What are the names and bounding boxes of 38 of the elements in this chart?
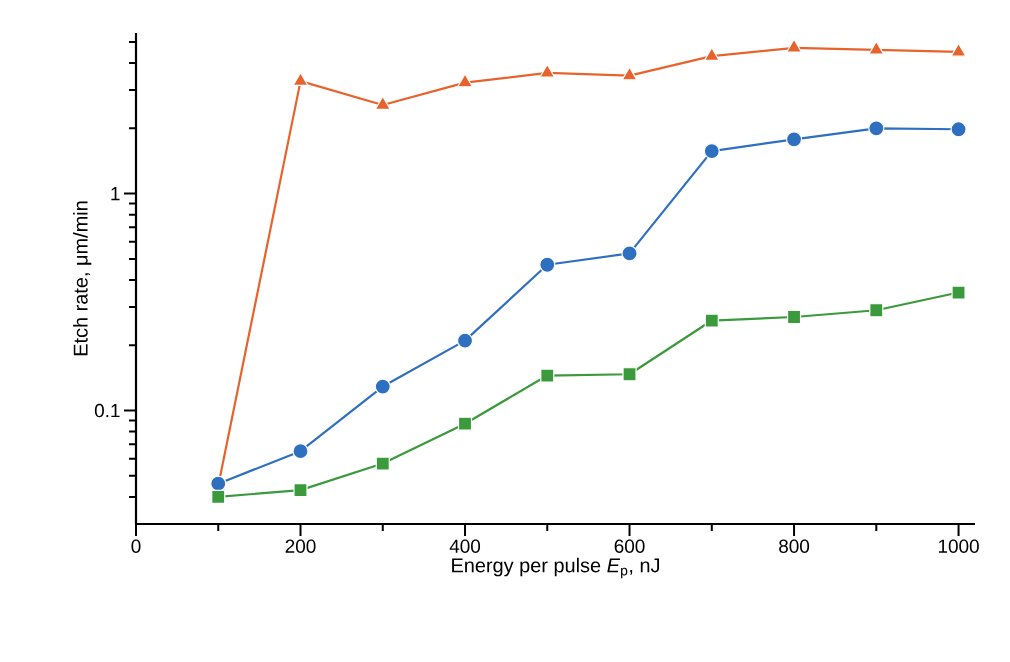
point [374, 378, 391, 395]
x-tick-label: 600 [614, 539, 645, 553]
point [292, 72, 309, 86]
point [211, 489, 226, 504]
point [786, 309, 802, 325]
point [457, 73, 473, 88]
x-tick-label: 200 [285, 539, 316, 553]
point [869, 303, 884, 318]
point [868, 120, 885, 137]
point [539, 63, 556, 78]
point [292, 443, 309, 460]
point [539, 256, 556, 273]
point [951, 285, 966, 300]
point [457, 416, 473, 431]
point [540, 368, 555, 383]
x-tick-label: 1000 [938, 539, 979, 553]
point [622, 367, 637, 382]
x-tick-label: 400 [449, 539, 481, 553]
point [785, 131, 803, 148]
point [868, 40, 885, 55]
point [950, 121, 967, 138]
point [704, 313, 719, 328]
point [950, 42, 967, 57]
y-tick-label: 1 [111, 187, 120, 201]
x-tick-label: 800 [779, 539, 810, 553]
point [374, 95, 391, 110]
y-axis-title: Etch rate, μm/min [73, 201, 92, 356]
y-tick-label: 0.1 [94, 403, 120, 418]
point [703, 47, 720, 62]
x-tick-label: 0 [131, 539, 141, 553]
point [786, 38, 803, 53]
point [293, 482, 308, 498]
point [621, 66, 638, 81]
point [375, 456, 390, 471]
point [621, 245, 638, 262]
point [456, 332, 474, 349]
x-axis-title: Energy per pulse E$_{p}$, nJ [452, 557, 660, 579]
point [703, 143, 720, 160]
